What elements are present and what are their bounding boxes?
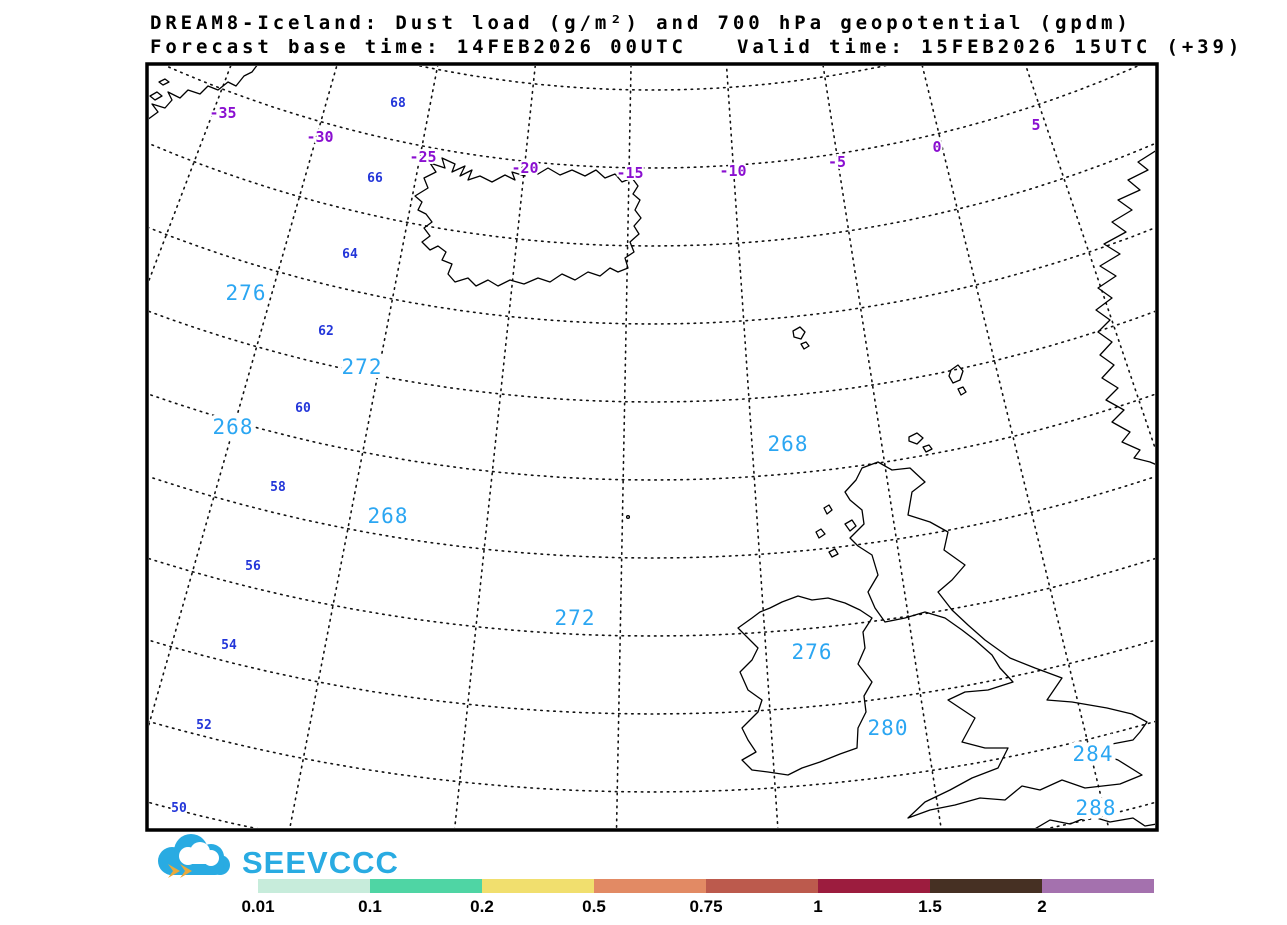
longitude-label: -15: [616, 164, 643, 182]
meridian--20: [453, 66, 537, 828]
meridian-5: [1025, 66, 1155, 451]
meridian--5: [822, 66, 942, 828]
map-frame: [145, 62, 1159, 832]
parallel-70: [416, 66, 888, 91]
latitude-label: 50: [171, 801, 187, 816]
coast-hebrides: [815, 504, 857, 558]
colorbar-tick-label: 0.01: [241, 897, 274, 916]
longitude-label: 5: [1031, 116, 1040, 134]
parallel-68: [164, 66, 1140, 169]
colorbar-segment: [370, 879, 482, 893]
latitude-labels: 68 66 64 62 60 58 56 54 52 50: [170, 95, 408, 818]
map-title: DREAM8-Iceland: Dust load (g/m²) and 700…: [150, 12, 1132, 34]
latitude-label: 56: [245, 559, 261, 574]
contour-value-label: 272: [555, 606, 596, 630]
longitude-label: -5: [828, 153, 846, 171]
coast-greenland: [149, 66, 258, 120]
latitude-label: 64: [342, 247, 358, 262]
latitude-label: 66: [367, 171, 383, 186]
arrow-icon: [168, 864, 192, 878]
colorbar-segment: [1042, 879, 1154, 893]
colorbar-segment: [706, 879, 818, 893]
contour-value-label: 288: [1076, 796, 1117, 820]
contour-value-label: 268: [368, 504, 409, 528]
parallel-66: [149, 142, 1155, 247]
meridian--15: [615, 66, 632, 828]
dust-load-colorbar: 0.01 0.1 0.2 0.5 0.75 1 1.5 2: [241, 879, 1154, 916]
contour-value-label: 280: [868, 716, 909, 740]
latitude-label: 60: [295, 401, 311, 416]
colorbar-segment: [258, 879, 370, 893]
meridian--10: [725, 66, 779, 828]
coast-shetland: [948, 364, 967, 396]
coastlines: [149, 66, 1155, 828]
coast-orkney: [908, 432, 933, 453]
contour-value-label: 284: [1073, 742, 1114, 766]
logo-text: SEEVCCC: [242, 845, 399, 880]
colorbar-tick-label: 1: [813, 897, 822, 916]
longitude-label: -30: [306, 128, 333, 146]
contour-value-label: 272: [342, 355, 383, 379]
parallel-62: [149, 310, 1155, 403]
colorbar-tick-label: 0.1: [358, 897, 382, 916]
latitude-label: 52: [196, 718, 212, 733]
meridian-0: [921, 66, 1110, 828]
contour-labels: 276 272 268 268 268 272 276 280 284 288: [209, 277, 1120, 824]
coast-norway: [1095, 150, 1155, 465]
colorbar-tick-label: 0.75: [689, 897, 722, 916]
coast-france: [1035, 815, 1155, 828]
contour-value-label: 276: [792, 640, 833, 664]
latitude-label: 68: [390, 96, 406, 111]
longitude-labels: -35 -30 -25 -20 -15 -10 -5 0 5: [207, 102, 1042, 184]
meridian--25: [289, 66, 439, 828]
colorbar-tick-label: 1.5: [918, 897, 942, 916]
longitude-label: -25: [409, 148, 436, 166]
colorbar-segment: [818, 879, 930, 893]
longitude-label: -10: [719, 162, 746, 180]
coast-faroe-islands: [792, 326, 810, 350]
latitude-label: 58: [270, 480, 286, 495]
coast-iceland: [414, 157, 642, 287]
parallel-60: [149, 393, 1155, 481]
colorbar-tick-label: 2: [1037, 897, 1046, 916]
colorbar-segment: [930, 879, 1042, 893]
meridian--30: [149, 66, 338, 728]
contour-value-label: 268: [768, 432, 809, 456]
latitude-label: 54: [221, 638, 237, 653]
colorbar-tick-label: 0.2: [470, 897, 494, 916]
colorbar-tick-label: 0.5: [582, 897, 606, 916]
forecast-base-time: Forecast base time: 14FEB2026 00UTC: [150, 36, 687, 58]
cloud-icon: [158, 834, 230, 878]
longitude-label: 0: [932, 138, 941, 156]
meridian--35: [149, 66, 232, 283]
longitude-label: -35: [209, 104, 236, 122]
latitude-label: 62: [318, 324, 334, 339]
coast-great-britain: [844, 461, 1148, 819]
coast-ireland: [737, 595, 873, 776]
valid-time: Valid time: 15FEB2026 15UTC (+39): [737, 36, 1243, 58]
longitude-label: -20: [511, 159, 538, 177]
coast-rockall: [625, 514, 631, 520]
contour-value-label: 276: [226, 281, 267, 305]
seevccc-logo: SEEVCCC: [158, 834, 399, 880]
colorbar-segment: [482, 879, 594, 893]
colorbar-segment: [594, 879, 706, 893]
coast-greenland-islet: [149, 78, 170, 101]
contour-value-label: 268: [213, 415, 254, 439]
parallel-56: [149, 557, 1155, 637]
